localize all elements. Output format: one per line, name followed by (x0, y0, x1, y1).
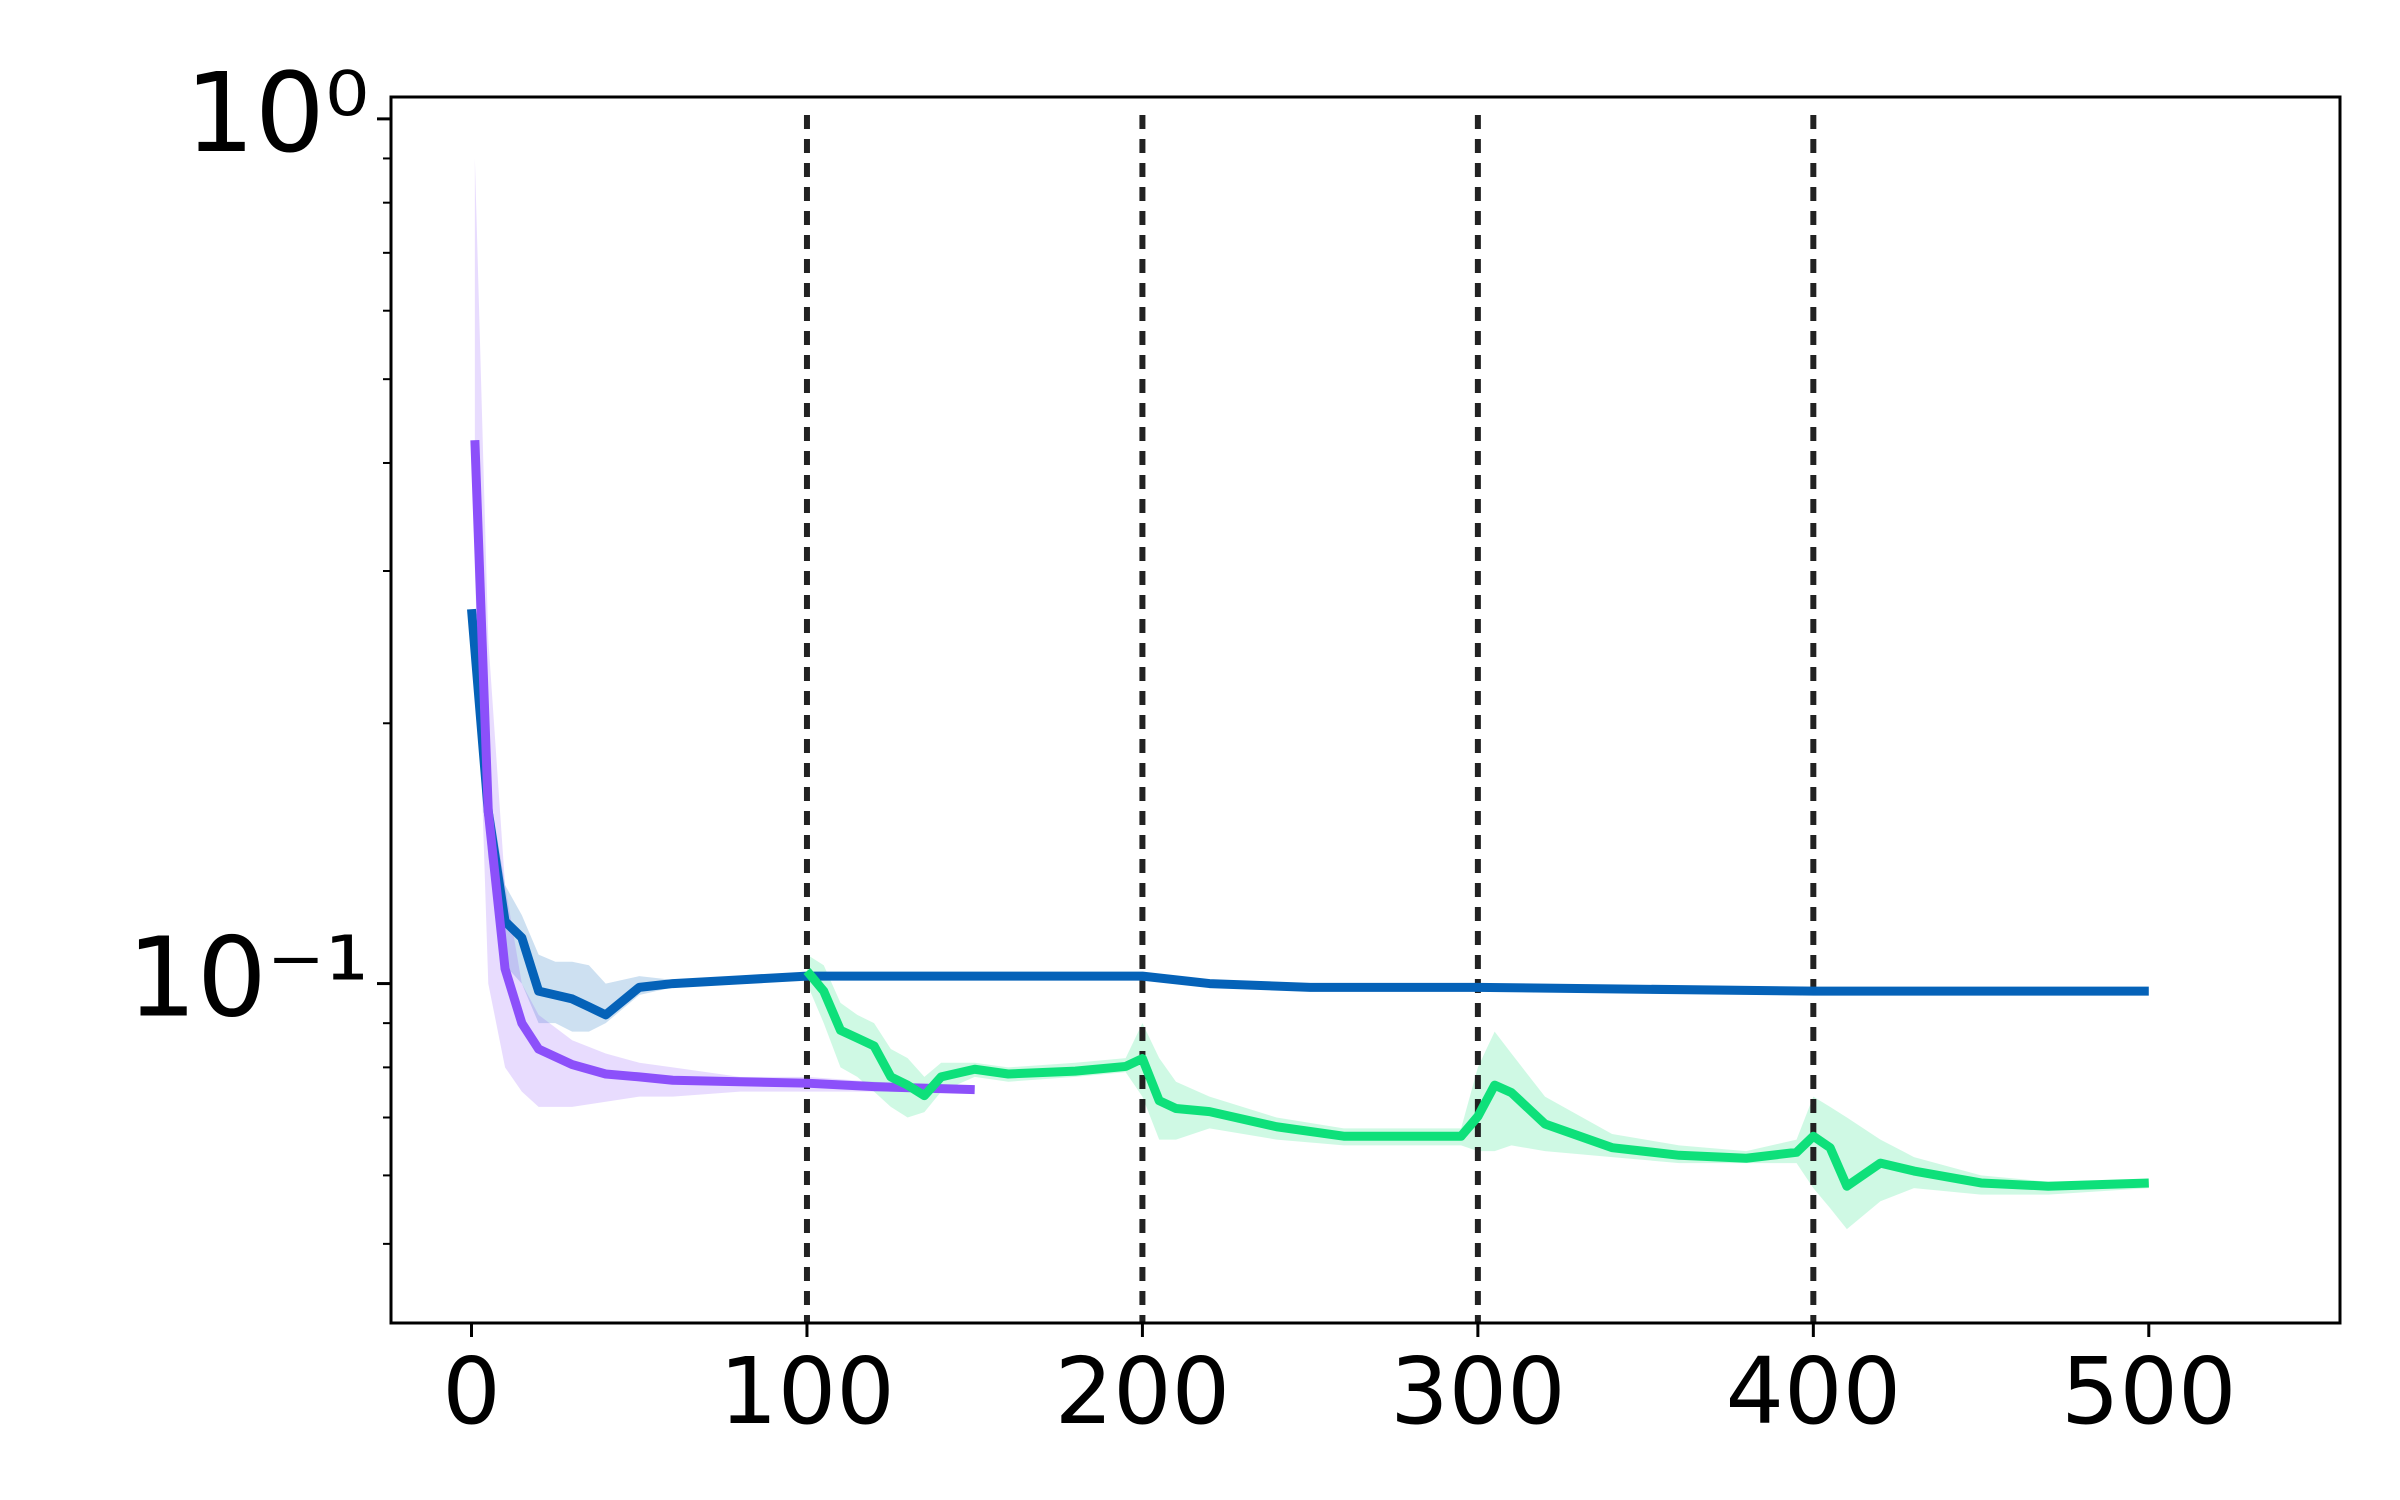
x-tick-label: 0 (442, 1338, 501, 1445)
series-line (467, 608, 2149, 1020)
x-tick-label: 100 (719, 1338, 895, 1445)
plot-area (467, 115, 2149, 1323)
x-tick-label: 400 (1726, 1338, 1902, 1445)
plot-frame (389, 95, 2342, 1325)
x-tick-label: 500 (2061, 1338, 2237, 1445)
x-tick-label: 200 (1055, 1338, 1231, 1445)
confidence-band (806, 954, 2149, 1230)
y-tick-label: 10⁰ (185, 49, 369, 177)
confidence-band (471, 609, 2149, 1032)
series-line (470, 440, 975, 1095)
confidence-band (474, 158, 975, 1107)
series-line (803, 968, 2149, 1191)
y-tick-label: 10⁻¹ (127, 914, 369, 1042)
x-tick-label: 300 (1390, 1338, 1566, 1445)
